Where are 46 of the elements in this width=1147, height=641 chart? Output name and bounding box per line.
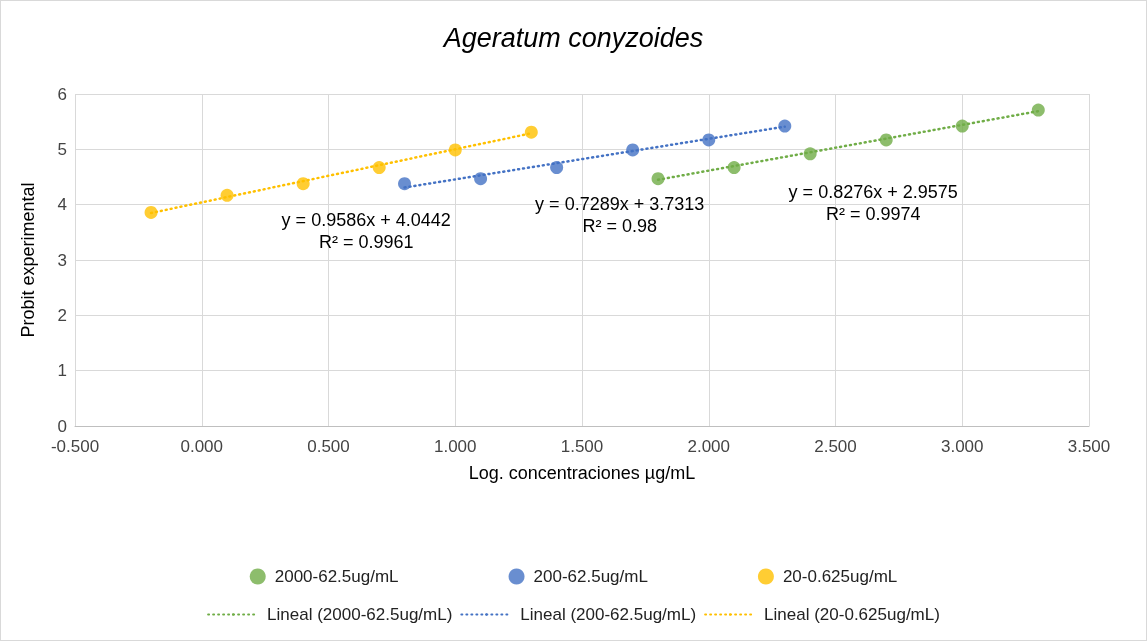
- legend-label: 200-62.5ug/mL: [533, 567, 648, 586]
- point: [702, 133, 716, 147]
- x-tick-label: -0.500: [50, 437, 100, 456]
- x-tick-label: 3.500: [1067, 437, 1111, 456]
- point: [550, 161, 564, 175]
- annotation: y = 0.9586x + 4.0442 R² = 0.9961: [281, 210, 451, 253]
- point: [474, 172, 488, 186]
- x-tick-label: 0.500: [307, 437, 350, 456]
- point: [296, 177, 310, 191]
- legend-label: 20-0.625ug/mL: [782, 567, 898, 586]
- chart-title: Ageratum conyzoides: [441, 22, 704, 53]
- y-tick-label: 3: [57, 250, 67, 270]
- x-tick-label: 2.500: [814, 437, 857, 456]
- y-axis-title: Probit experimental: [18, 182, 38, 338]
- y-tick-label: 1: [57, 361, 67, 381]
- x-axis-title: Log. concentraciones µg/mL: [468, 463, 696, 483]
- point: [144, 205, 158, 219]
- y-tick-label: 0: [57, 416, 67, 436]
- legend-label: Lineal (200-62.5ug/mL): [520, 605, 697, 624]
- annotation: y = 0.8276x + 2.9575 R² = 0.9974: [788, 182, 958, 225]
- legend-label: Lineal (20-0.625ug/mL): [764, 605, 940, 624]
- x-tick-label: 0.000: [180, 437, 224, 456]
- legend-label: 2000-62.5ug/mL: [274, 567, 399, 586]
- x-tick-label: 3.000: [940, 437, 984, 456]
- point: [727, 161, 741, 175]
- x-tick-label: 1.500: [560, 437, 604, 456]
- x-tick-label: 1.000: [433, 437, 477, 456]
- annotation: y = 0.7289x + 3.7313 R² = 0.98: [535, 194, 705, 237]
- y-tick-label: 6: [57, 84, 67, 104]
- legend-label: Lineal (2000-62.5ug/mL): [267, 605, 453, 624]
- point: [524, 125, 538, 139]
- point: [220, 188, 234, 202]
- point: [778, 119, 792, 133]
- point: [626, 143, 640, 157]
- point: [803, 147, 817, 161]
- point: [1031, 103, 1045, 117]
- point: [955, 119, 969, 133]
- y-tick-label: 4: [57, 195, 67, 215]
- point: [398, 177, 412, 191]
- point: [372, 161, 386, 175]
- point: [651, 172, 665, 186]
- y-tick-label: 5: [57, 139, 67, 159]
- y-tick-label: 2: [57, 305, 67, 325]
- x-tick-label: 2.000: [687, 437, 731, 456]
- point: [879, 133, 893, 147]
- point: [448, 143, 462, 157]
